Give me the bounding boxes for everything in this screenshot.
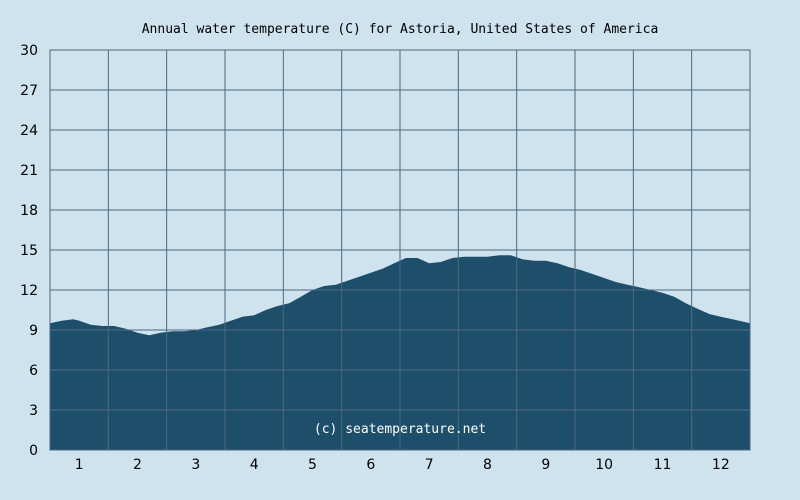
x-tick-label: 10: [595, 457, 613, 473]
y-axis-ticks: 0 3 6 9 12 15 18 21 24 27 30: [20, 43, 38, 459]
x-tick-label: 5: [308, 457, 317, 473]
x-tick-label: 7: [425, 457, 434, 473]
y-tick-label: 6: [29, 363, 38, 379]
y-tick-label: 30: [20, 43, 38, 59]
y-tick-label: 0: [29, 443, 38, 459]
y-tick-label: 27: [20, 83, 38, 99]
y-tick-label: 12: [20, 283, 38, 299]
y-tick-label: 21: [20, 163, 38, 179]
x-axis-ticks: 1 2 3 4 5 6 7 8 9 10 11 12: [75, 457, 730, 473]
chart-title: Annual water temperature (C) for Astoria…: [142, 22, 659, 37]
x-tick-label: 11: [654, 457, 672, 473]
y-tick-label: 3: [29, 403, 38, 419]
y-tick-label: 15: [20, 243, 38, 259]
x-tick-label: 4: [250, 457, 259, 473]
x-tick-label: 8: [483, 457, 492, 473]
plot-border: [49, 49, 751, 451]
x-tick-label: 12: [712, 457, 730, 473]
x-tick-label: 9: [541, 457, 550, 473]
x-tick-label: 1: [75, 457, 84, 473]
x-tick-label: 6: [366, 457, 375, 473]
x-tick-label: 3: [191, 457, 200, 473]
y-tick-label: 24: [20, 123, 38, 139]
y-tick-label: 18: [20, 203, 38, 219]
x-tick-label: 2: [133, 457, 142, 473]
y-tick-label: 9: [29, 323, 38, 339]
watermark: (c) seatemperature.net: [314, 422, 486, 437]
